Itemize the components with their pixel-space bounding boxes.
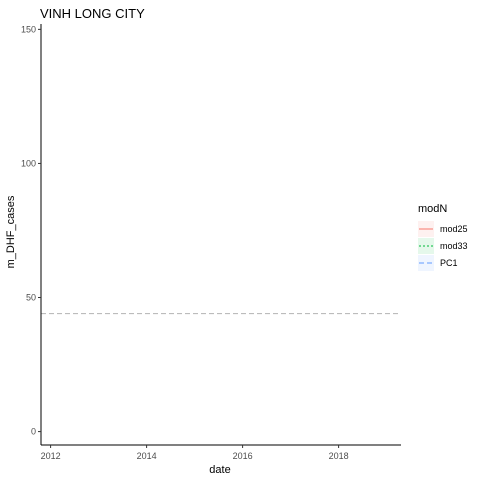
y-ticks: 0 50 100 150 [21,24,41,437]
legend-key-PC1 [418,255,434,271]
x-tick-label: 2016 [233,451,253,461]
y-tick-label: 50 [26,293,36,303]
legend-title: modN [418,203,447,215]
legend-label-mod25: mod25 [440,224,468,234]
x-axis-title: date [209,464,230,476]
x-tick-label: 2014 [137,451,157,461]
plot-area: 0 50 100 150 2012 2014 2016 2018 [21,24,401,461]
legend-key-mod33 [418,238,434,254]
legend-label-mod33: mod33 [440,241,468,251]
x-tick-label: 2012 [41,451,61,461]
legend: modN mod25 mod33 PC1 [418,203,468,271]
legend-label-PC1: PC1 [440,258,458,268]
y-tick-label: 150 [21,24,36,34]
y-axis-title: m_DHF_cases [5,195,17,268]
y-tick-label: 0 [31,427,36,437]
x-ticks: 2012 2014 2016 2018 [41,445,349,461]
x-tick-label: 2018 [329,451,349,461]
y-tick-label: 100 [21,158,36,168]
chart-title: VINH LONG CITY [40,6,145,21]
